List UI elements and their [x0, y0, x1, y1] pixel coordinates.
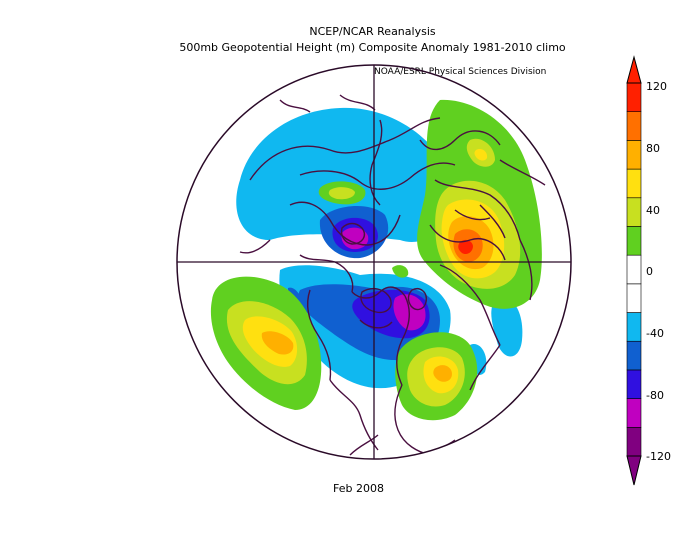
colorbar-box: [626, 111, 642, 141]
anomaly-neg100-west: [341, 227, 369, 250]
colorbar-box: [626, 82, 642, 112]
credit-label: NOAA/ESRL Physical Sciences Division: [374, 67, 547, 77]
anomaly-pos-atlantic-80: [433, 365, 452, 382]
colorbar-bottom-arrow: [626, 455, 642, 486]
anomaly-field: [177, 65, 571, 459]
anomaly-pos-small-north-40: [328, 187, 355, 200]
colorbar-box: [626, 312, 642, 342]
colorbar-label-40: 40: [646, 204, 660, 217]
colorbar-box: [626, 168, 642, 199]
chart-title-line2: 500mb Geopotential Height (m) Composite …: [179, 41, 566, 54]
anomaly-pos-eurasia-north-60: [474, 148, 488, 161]
colorbar-label-neg120: -120: [646, 450, 671, 463]
anomaly-pos-pacific-80: [261, 331, 294, 355]
map-boundary: [176, 64, 572, 460]
colorbar-label-120: 120: [646, 80, 667, 93]
colorbar-box: [626, 226, 642, 256]
colorbar-box: [626, 197, 642, 227]
anomaly-neg-north: [236, 107, 452, 242]
colorbar-box: [626, 283, 642, 313]
colorbar-label-0: 0: [646, 265, 653, 278]
colorbar-box: [626, 427, 642, 457]
graticule: [177, 65, 571, 459]
colorbar-top-arrow: [626, 55, 642, 84]
anomaly-pos-eurasia-120: [458, 239, 473, 255]
colorbar-label-neg80: -80: [646, 389, 664, 402]
colorbar-box: [626, 140, 642, 170]
coastlines: [239, 94, 546, 459]
colorbar-box: [626, 254, 642, 285]
colorbar-box: [626, 340, 642, 371]
anomaly-pos-small-center: [392, 265, 409, 278]
colorbar-label-neg40: -40: [646, 327, 664, 340]
colorbar-box: [626, 369, 642, 399]
date-label: Feb 2008: [333, 482, 384, 495]
colorbar-box: [626, 398, 642, 428]
colorbar-label-80: 80: [646, 142, 660, 155]
chart-title-line1: NCEP/NCAR Reanalysis: [309, 25, 436, 38]
